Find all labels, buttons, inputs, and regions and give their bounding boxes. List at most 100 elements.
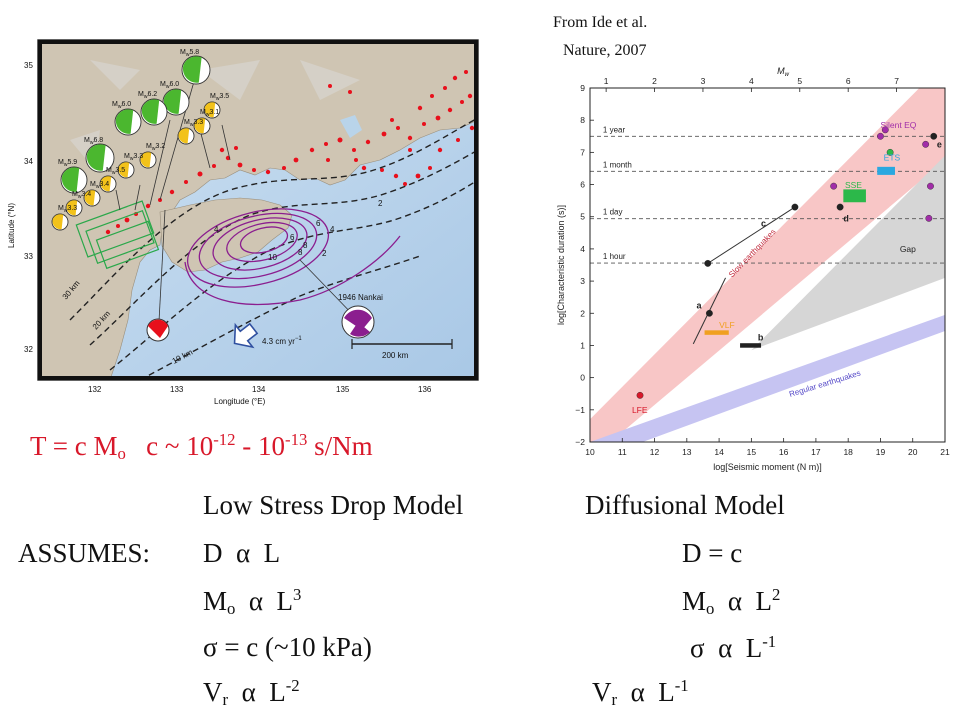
- contour-label: 4: [214, 225, 219, 234]
- data-point: [704, 259, 712, 267]
- mechanism-magnitude-label: Mw3.1: [200, 109, 219, 118]
- stress-text: = c (~10 kPa): [217, 632, 372, 662]
- exp: -1: [762, 632, 777, 651]
- sigma-symbol: σ: [690, 633, 705, 664]
- focal-mechanism-icon: [99, 175, 117, 193]
- mechanism-magnitude-label: Mw6.0: [112, 101, 131, 110]
- data-point: [886, 148, 894, 156]
- lat-tick: 32: [24, 345, 33, 354]
- data-point: [636, 391, 644, 399]
- y-tick-label: −1: [575, 405, 585, 415]
- exp: 3: [293, 585, 302, 604]
- var-sub: o: [227, 599, 236, 619]
- plate-rate-label: 4.3 cm yr−1: [262, 336, 302, 346]
- shikoku-island: [159, 197, 293, 273]
- rhs: L: [755, 586, 773, 617]
- mechanism-magnitude-label: Mw3.3: [184, 119, 203, 128]
- top-tick-label: 3: [701, 76, 706, 86]
- citation-line-1: From Ide et al.: [553, 14, 648, 31]
- time-reference-label: 1 year: [603, 125, 626, 134]
- top-axis-label: Mw: [777, 66, 790, 78]
- category-label: LFE: [632, 405, 648, 415]
- x-tick-label: 19: [876, 447, 886, 457]
- point-label: e: [937, 140, 942, 150]
- data-point: [925, 214, 933, 222]
- diff-row-3: σ α L-1: [690, 632, 776, 664]
- contour-label: 8: [303, 241, 308, 250]
- rhs: L: [263, 538, 281, 568]
- lon-tick: 132: [88, 385, 102, 394]
- diff-row-2: Mo α L2: [682, 585, 780, 619]
- slab-depth-contours: [69, 117, 479, 381]
- point-label: d: [843, 214, 849, 224]
- data-point: [791, 203, 799, 211]
- citation-line-2: Nature, 2007: [563, 42, 647, 59]
- var: M: [682, 586, 707, 617]
- contour-label: 6: [316, 219, 321, 228]
- range-box-sse: [843, 189, 866, 203]
- map-tick-labels: 35 34 33 32 132 133 134 135 136 Longitud…: [7, 61, 432, 406]
- low-stress-drop-title: Low Stress Drop Model: [203, 490, 464, 520]
- data-point: [930, 132, 938, 140]
- subduction-mechanism: [146, 318, 170, 342]
- lon-tick: 136: [418, 385, 432, 394]
- plot-frame: [589, 87, 946, 443]
- sigma-symbol: σ: [203, 632, 218, 662]
- eq-c: c ~ 10: [146, 431, 214, 462]
- nankai-mechanism: [341, 305, 375, 339]
- x-tick-label: 12: [650, 447, 660, 457]
- mechanism-magnitude-label: Mw3.5: [210, 93, 229, 102]
- x-tick-label: 21: [940, 447, 950, 457]
- alpha-symbol: α: [727, 586, 743, 617]
- focal-mechanism-icon: [83, 189, 101, 207]
- x-tick-label: 16: [779, 447, 789, 457]
- alpha-symbol: α: [241, 677, 256, 708]
- exp: -1: [674, 676, 689, 695]
- var: V: [592, 677, 612, 708]
- diff-row-1: D = c: [682, 538, 743, 568]
- focal-mechanism-icon: [114, 108, 142, 136]
- data-point: [922, 140, 930, 148]
- mechanism-magnitude-label: Mw6.8: [84, 137, 103, 146]
- x-tick-label: 14: [714, 447, 724, 457]
- eq-t: T = c M: [30, 431, 118, 462]
- point-label: a: [697, 300, 703, 310]
- plate-motion-arrow-icon: [233, 322, 259, 349]
- x-tick-label: 10: [585, 447, 595, 457]
- y-tick-label: 9: [580, 83, 585, 93]
- lon-tick: 134: [252, 385, 266, 394]
- eq-exp2: -13: [285, 430, 308, 449]
- mechanism-magnitude-label: Mw6.0: [160, 81, 179, 90]
- mechanism-magnitude-label: Mw3.2: [146, 143, 165, 152]
- time-reference-label: 1 month: [603, 160, 632, 169]
- contour-label: 8: [298, 248, 303, 257]
- data-point: [927, 182, 934, 190]
- mechanism-magnitude-label: Mw3.4: [90, 181, 109, 190]
- nankai-map-figure: Mw5.8Mw6.0Mw6.2Mw6.0Mw6.8Mw5.9Mw3.5Mw3.1…: [7, 39, 479, 406]
- focal-mechanism-icon: [60, 166, 88, 194]
- category-label: VLF: [719, 320, 735, 330]
- focal-mechanism-icon: [181, 55, 211, 85]
- y-tick-label: 7: [580, 147, 585, 157]
- category-label: SSE: [845, 180, 862, 190]
- lat-tick: 33: [24, 252, 33, 261]
- rhs: L: [276, 586, 294, 617]
- exp: -2: [285, 676, 300, 695]
- nankai-slip-contours: [184, 208, 401, 306]
- scale-label: 200 km: [382, 351, 409, 360]
- focal-mechanism-icon: [177, 127, 195, 145]
- data-point: [877, 132, 884, 140]
- contour-label: 6: [290, 233, 295, 242]
- y-tick-label: 3: [580, 276, 585, 286]
- y-tick-label: 6: [580, 180, 585, 190]
- focal-mechanism-icon: [65, 199, 83, 217]
- mechanism-magnitude-label: Mw5.9: [58, 159, 77, 168]
- time-reference-label: 1 hour: [603, 252, 626, 261]
- contour-label: 2: [378, 199, 383, 208]
- mechanism-magnitude-label: Mw3.3: [124, 153, 143, 162]
- top-tick-label: 5: [797, 76, 802, 86]
- x-tick-label: 18: [843, 447, 853, 457]
- y-tick-label: 4: [580, 244, 585, 254]
- var: D: [203, 538, 223, 568]
- land-mass: [38, 40, 478, 380]
